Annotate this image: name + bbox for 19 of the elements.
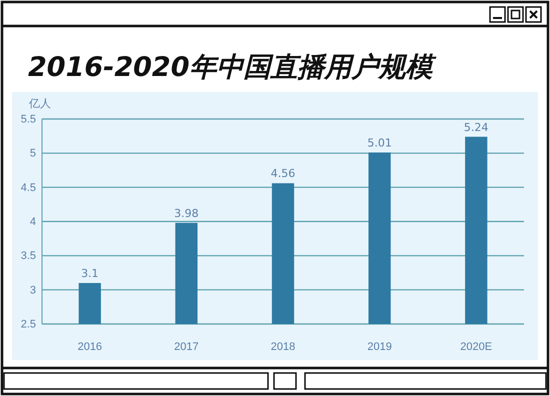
x-tick-label: 2019 <box>367 340 392 353</box>
y-tick-label: 4 <box>30 216 36 228</box>
data-label: 3.98 <box>174 206 199 220</box>
x-tick-label: 2016 <box>78 340 102 353</box>
y-tick-label: 5 <box>30 148 36 160</box>
y-tick-label: 3 <box>30 284 36 296</box>
x-tick-label: 2020E <box>460 340 492 353</box>
chart-title: 2016-2020年中国直播用户规模 <box>28 52 436 83</box>
x-tick-label: 2018 <box>270 340 296 353</box>
data-label: 5.24 <box>464 120 488 134</box>
data-label: 4.56 <box>270 167 296 180</box>
x-tick-label: 2017 <box>174 340 199 353</box>
y-tick-label: 3.5 <box>20 250 36 262</box>
y-tick-label: 4.5 <box>20 182 36 194</box>
data-label: 5.01 <box>367 136 392 150</box>
data-label: 3.1 <box>81 267 99 280</box>
y-axis-title: 亿人 <box>28 97 51 110</box>
y-tick-label: 5.5 <box>20 114 36 126</box>
y-tick-label: 2.5 <box>20 318 36 331</box>
